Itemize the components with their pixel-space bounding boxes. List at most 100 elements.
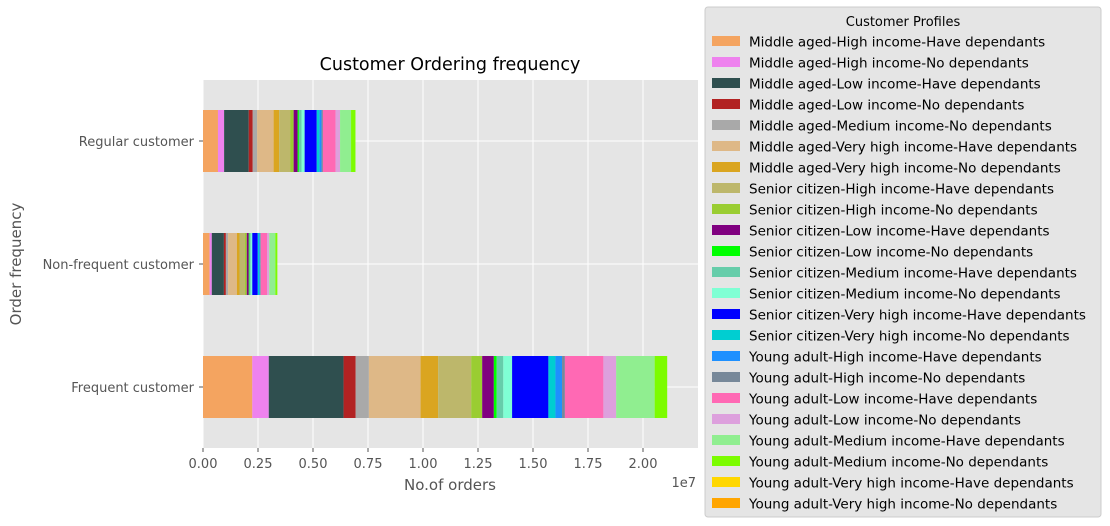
bar-segment-1-11 bbox=[249, 233, 251, 295]
legend-swatch-22 bbox=[712, 498, 740, 508]
legend-swatch-10 bbox=[712, 246, 740, 256]
legend-swatch-0 bbox=[712, 36, 740, 46]
bar-segment-1-19 bbox=[269, 233, 276, 295]
bar-segment-2-11 bbox=[298, 110, 302, 172]
legend-swatch-2 bbox=[712, 78, 740, 88]
bar-segment-1-12 bbox=[250, 233, 253, 295]
bar-segment-0-3 bbox=[343, 356, 356, 418]
bar-segment-1-0 bbox=[203, 233, 210, 295]
x-tick-label-6: 1.50 bbox=[519, 457, 548, 472]
legend-label-6: Middle aged-Very high income-No dependan… bbox=[749, 161, 1061, 177]
bar-segment-2-2 bbox=[224, 110, 249, 172]
bar-segment-1-3 bbox=[223, 233, 226, 295]
bar-segment-2-18 bbox=[335, 110, 341, 172]
y-tick-label-1: Non-frequent customer bbox=[43, 258, 195, 273]
bars bbox=[203, 110, 668, 418]
bar-segment-2-9 bbox=[293, 110, 298, 172]
legend-label-1: Middle aged-High income-No dependants bbox=[749, 56, 1029, 72]
bar-segment-0-9 bbox=[482, 356, 494, 418]
bar-segment-2-17 bbox=[322, 110, 336, 172]
bar-segment-1-14 bbox=[257, 233, 260, 295]
x-tick-label-2: 0.50 bbox=[299, 457, 328, 472]
x-axis-label: No.of orders bbox=[404, 476, 496, 494]
bar-segment-1-7 bbox=[239, 233, 246, 295]
bar-segment-0-16 bbox=[562, 356, 565, 418]
bar-segment-2-12 bbox=[301, 110, 305, 172]
legend-label-7: Senior citizen-High income-Have dependan… bbox=[749, 182, 1054, 198]
x-tick-label-3: 0.75 bbox=[354, 457, 383, 472]
bar-segment-0-20 bbox=[654, 356, 668, 418]
bar-segment-0-10 bbox=[493, 356, 497, 418]
legend-label-19: Young adult-Medium income-Have dependant… bbox=[748, 434, 1065, 450]
legend-swatch-20 bbox=[712, 456, 740, 466]
legend-label-20: Young adult-Medium income-No dependants bbox=[748, 455, 1048, 471]
legend-label-3: Middle aged-Low income-No dependants bbox=[749, 98, 1024, 114]
bar-segment-2-7 bbox=[279, 110, 291, 172]
legend-label-13: Senior citizen-Very high income-Have dep… bbox=[749, 308, 1086, 324]
legend-title: Customer Profiles bbox=[846, 15, 961, 30]
bar-segment-2-3 bbox=[248, 110, 253, 172]
legend-swatch-16 bbox=[712, 372, 740, 382]
x-tick-label-1: 0.25 bbox=[244, 457, 273, 472]
y-tick-label-2: Regular customer bbox=[79, 135, 195, 150]
bar-segment-2-0 bbox=[203, 110, 218, 172]
x-tick-label-0: 0.00 bbox=[189, 457, 218, 472]
bar-segment-0-18 bbox=[603, 356, 617, 418]
bar-segment-1-10 bbox=[248, 233, 250, 295]
bar-segment-1-1 bbox=[209, 233, 212, 295]
bar-segment-0-7 bbox=[438, 356, 472, 418]
bar-segment-1-5 bbox=[228, 233, 237, 295]
x-tick-label-4: 1.00 bbox=[409, 457, 438, 472]
bar-segment-0-5 bbox=[368, 356, 421, 418]
legend-swatch-1 bbox=[712, 57, 740, 67]
y-tick-label-0: Frequent customer bbox=[71, 381, 194, 396]
bar-segment-0-15 bbox=[555, 356, 563, 418]
bar-segment-1-8 bbox=[245, 233, 247, 295]
legend-label-5: Middle aged-Very high income-Have depend… bbox=[749, 140, 1077, 156]
legend-swatch-5 bbox=[712, 141, 740, 151]
legend-label-18: Young adult-Low income-No dependants bbox=[748, 413, 1021, 429]
bar-segment-2-6 bbox=[273, 110, 280, 172]
bar-segment-1-18 bbox=[267, 233, 270, 295]
bar-segment-0-8 bbox=[471, 356, 483, 418]
legend-swatch-15 bbox=[712, 351, 740, 361]
bar-segment-1-15 bbox=[259, 233, 261, 295]
legend-label-15: Young adult-High income-Have dependants bbox=[748, 350, 1042, 366]
bar-segment-0-11 bbox=[496, 356, 504, 418]
legend-swatch-18 bbox=[712, 414, 740, 424]
bar-segment-1-17 bbox=[260, 233, 268, 295]
y-axis: Frequent customer Non-frequent customer Re… bbox=[43, 135, 203, 396]
legend-frame bbox=[704, 6, 1102, 518]
bar-segment-1-6 bbox=[236, 233, 240, 295]
bar-segment-0-6 bbox=[420, 356, 439, 418]
legend-swatch-4 bbox=[712, 120, 740, 130]
legend-swatch-12 bbox=[712, 288, 740, 298]
legend-swatch-17 bbox=[712, 393, 740, 403]
x-axis: 0.00 0.25 0.50 0.75 1.00 1.25 1.50 1.75 2.00 bbox=[189, 448, 658, 472]
legend-label-0: Middle aged-High income-Have dependants bbox=[749, 35, 1045, 51]
bar-segment-1-16 bbox=[260, 233, 261, 295]
legend-label-8: Senior citizen-High income-No dependants bbox=[749, 203, 1038, 219]
bar-segment-2-20 bbox=[351, 110, 356, 172]
bar-segment-1-13 bbox=[252, 233, 258, 295]
bar-segment-2-13 bbox=[304, 110, 317, 172]
bar-segment-0-4 bbox=[355, 356, 369, 418]
bar-segment-0-14 bbox=[548, 356, 556, 418]
legend-swatch-8 bbox=[712, 204, 740, 214]
legend-swatch-21 bbox=[712, 477, 740, 487]
bar-segment-1-4 bbox=[225, 233, 229, 295]
legend-swatch-14 bbox=[712, 330, 740, 340]
x-tick-label-8: 2.00 bbox=[629, 457, 658, 472]
legend-label-21: Young adult-Very high income-Have depend… bbox=[748, 476, 1074, 492]
legend-label-17: Young adult-Low income-Have dependants bbox=[748, 392, 1037, 408]
legend-swatch-6 bbox=[712, 162, 740, 172]
chart-title: Customer Ordering frequency bbox=[320, 55, 581, 75]
bar-segment-0-19 bbox=[616, 356, 655, 418]
x-axis-offset-label: 1e7 bbox=[671, 476, 696, 491]
legend-swatch-7 bbox=[712, 183, 740, 193]
y-axis-label: Order frequency bbox=[7, 203, 25, 326]
bar-segment-2-5 bbox=[257, 110, 274, 172]
bar-segment-2-16 bbox=[321, 110, 323, 172]
legend-swatch-19 bbox=[712, 435, 740, 445]
